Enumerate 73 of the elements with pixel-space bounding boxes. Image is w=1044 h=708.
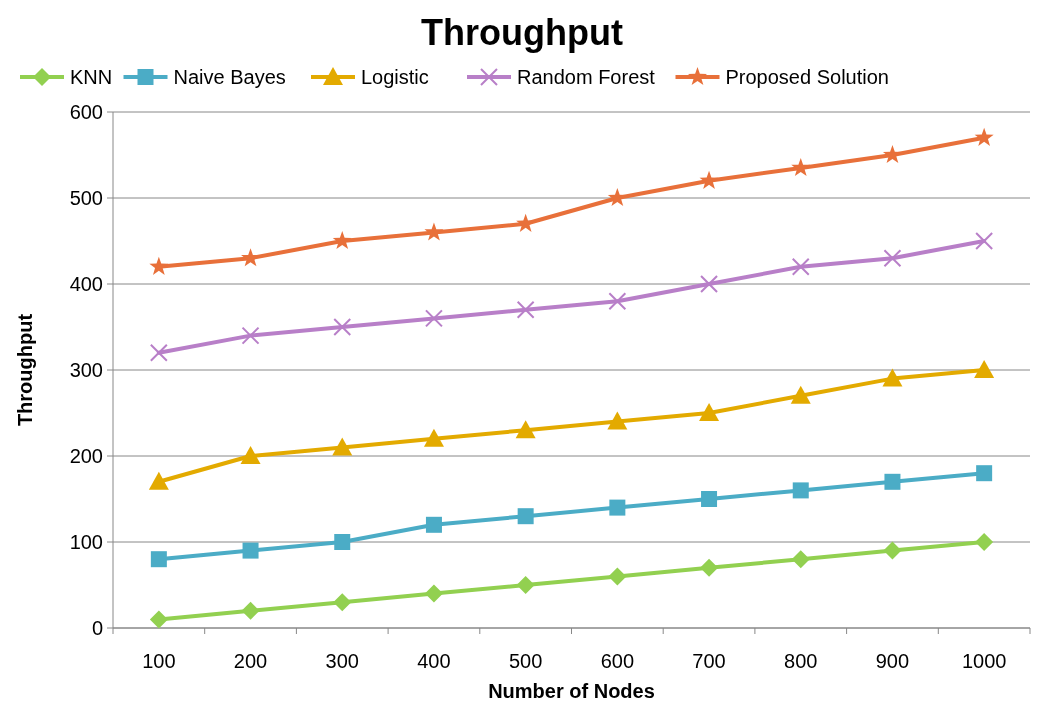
point — [424, 584, 443, 603]
point — [608, 567, 627, 586]
point — [700, 275, 719, 293]
point — [790, 385, 811, 404]
x-tick-label: 900 — [875, 650, 910, 672]
point — [699, 170, 719, 189]
point — [883, 249, 902, 268]
point — [791, 550, 810, 569]
point — [975, 232, 994, 250]
x-tick-label: 300 — [325, 650, 359, 672]
point — [424, 222, 444, 241]
x-tick-label: 600 — [600, 650, 635, 672]
point — [332, 231, 352, 250]
y-tick-label: 500 — [69, 187, 103, 209]
y-tick-label: 400 — [69, 273, 103, 295]
x-tick-label: 700 — [692, 650, 726, 672]
point — [976, 465, 993, 482]
point — [516, 300, 535, 319]
y-tick-label: 200 — [69, 445, 103, 467]
point — [699, 403, 720, 421]
point — [333, 593, 352, 612]
point — [149, 343, 168, 362]
point — [332, 437, 353, 456]
x-tick-label: 500 — [508, 650, 543, 672]
y-tick-label: 100 — [69, 531, 103, 553]
point — [149, 610, 168, 629]
point — [241, 326, 260, 345]
legend-label: Random Forest — [517, 66, 656, 88]
point — [791, 257, 810, 276]
point — [700, 558, 719, 577]
chart-title: Throughput — [421, 12, 623, 53]
legend-label: Proposed Solution — [725, 66, 889, 88]
x-tick-label: 1000 — [961, 650, 1007, 672]
point — [701, 491, 718, 507]
point — [607, 188, 627, 207]
point — [150, 551, 167, 568]
point — [974, 360, 995, 378]
point — [974, 127, 994, 146]
y-tick-label: 300 — [69, 359, 103, 381]
point — [240, 446, 261, 464]
legend-label: Naive Bayes — [173, 66, 286, 88]
point — [609, 499, 626, 516]
point — [148, 471, 169, 490]
y-tick-label: 600 — [69, 101, 103, 123]
point — [792, 482, 809, 499]
legend-label: KNN — [70, 66, 113, 88]
point — [882, 145, 902, 164]
x-tick-label: 400 — [417, 650, 451, 672]
x-tick-label: 800 — [784, 650, 818, 672]
point — [608, 292, 627, 311]
point — [425, 516, 442, 533]
point — [882, 368, 903, 387]
point — [884, 473, 901, 490]
point — [607, 411, 628, 430]
point — [334, 534, 351, 550]
x-tick-label: 100 — [142, 650, 176, 672]
point — [515, 420, 536, 439]
point — [975, 533, 994, 551]
point — [333, 318, 352, 336]
point — [149, 256, 169, 275]
legend-label: Logistic — [361, 66, 429, 88]
y-tick-label: 0 — [91, 617, 103, 639]
x-tick-label: 200 — [233, 650, 268, 672]
point — [242, 542, 259, 559]
point — [791, 157, 811, 176]
point — [517, 508, 534, 525]
point — [883, 541, 902, 560]
point — [424, 309, 443, 328]
point — [516, 576, 535, 594]
point — [241, 601, 260, 620]
point — [423, 428, 444, 447]
x-axis-title: Number of Nodes — [488, 680, 655, 702]
y-axis-title: Throughput — [14, 313, 36, 427]
